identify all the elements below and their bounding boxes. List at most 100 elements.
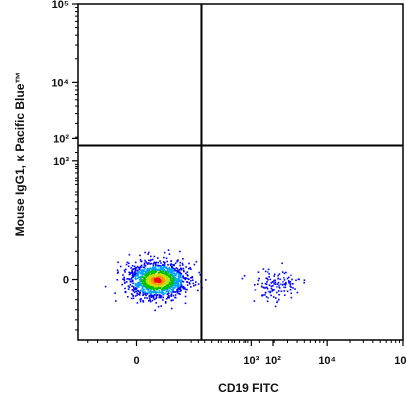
event-dot [290,274,292,277]
event-dot [290,292,293,295]
event-dot [186,271,189,273]
event-dot [187,278,189,280]
event-dot [149,291,151,294]
event-dot [158,281,161,283]
event-dot [262,268,265,270]
event-dot [131,270,134,273]
event-dot [273,283,275,285]
event-dot [287,280,290,282]
event-dot [192,282,195,285]
event-dot [139,300,142,303]
event-dot [140,276,142,279]
event-dot [277,274,279,277]
event-dot [144,259,146,262]
event-dot [165,298,168,300]
event-dot [270,285,273,288]
event-dot [121,283,123,286]
event-dot [130,267,132,269]
event-dot [158,282,161,284]
event-dot [172,279,175,281]
event-dot [131,276,133,279]
event-dot [283,286,285,289]
event-dot [285,271,287,274]
event-dot [179,271,181,274]
event-dot [155,279,158,281]
event-dot [160,274,162,277]
event-dot [128,286,131,289]
event-dot [186,284,189,286]
event-dot [273,279,275,282]
event-dot [161,264,164,266]
event-dot [197,283,200,285]
event-dot [180,267,182,270]
event-dot [267,268,270,271]
event-dot [150,292,152,294]
event-dot [143,270,145,273]
event-dot [179,290,181,293]
event-dot [157,257,159,259]
y-axis-ticks: 0 10² 10³ 10⁴ 10⁵ [51,0,78,331]
event-dot [166,293,169,295]
event-dot [145,278,147,281]
event-dot [144,283,147,285]
event-dot [179,285,182,288]
event-dot [159,270,162,273]
event-dot [294,288,296,290]
event-dot [139,291,141,294]
event-dot [152,295,155,298]
event-dot [142,289,145,291]
event-dot [155,264,157,267]
event-dot [132,282,134,285]
event-dot [139,259,142,261]
event-dot [188,262,190,265]
event-dot [169,283,172,285]
event-dot [285,281,287,284]
event-dot [124,287,126,290]
event-dot [150,272,153,275]
event-dot [154,284,156,287]
event-dot [141,276,144,278]
event-dot [170,271,172,274]
event-dot [127,265,130,268]
event-dot [135,288,138,290]
event-dot [150,295,153,298]
event-dot [283,279,286,281]
event-dot [183,288,186,290]
event-dot [167,271,170,273]
event-dot [241,277,244,280]
event-dot [160,266,162,268]
event-dot [277,290,280,292]
event-dot [268,284,271,286]
event-dot [197,289,199,292]
event-dot [177,275,180,278]
event-dot [195,281,197,283]
x-tick-label: 10⁴ [318,355,336,367]
event-dot [190,286,192,288]
event-dot [169,263,172,266]
event-dot [155,268,157,270]
event-dot [177,287,179,290]
event-dot [266,277,268,280]
event-dot [171,269,174,272]
event-dot [186,281,188,283]
event-dot [162,293,165,295]
event-dot [139,254,141,257]
event-dot [176,282,178,284]
event-dot [146,271,148,274]
event-dot [170,307,173,310]
event-dot [243,275,246,277]
event-dot [127,288,130,290]
event-dot [143,262,146,264]
event-dot [170,295,172,297]
event-dot [132,286,135,288]
event-dot [132,280,134,282]
event-dot [147,253,149,255]
event-dot [156,278,158,280]
event-dot [174,273,176,275]
event-dot [170,265,173,268]
event-dot [194,284,197,286]
event-dot [148,269,151,272]
event-dot [146,297,148,299]
event-dot [162,296,164,299]
event-dot [154,290,157,293]
